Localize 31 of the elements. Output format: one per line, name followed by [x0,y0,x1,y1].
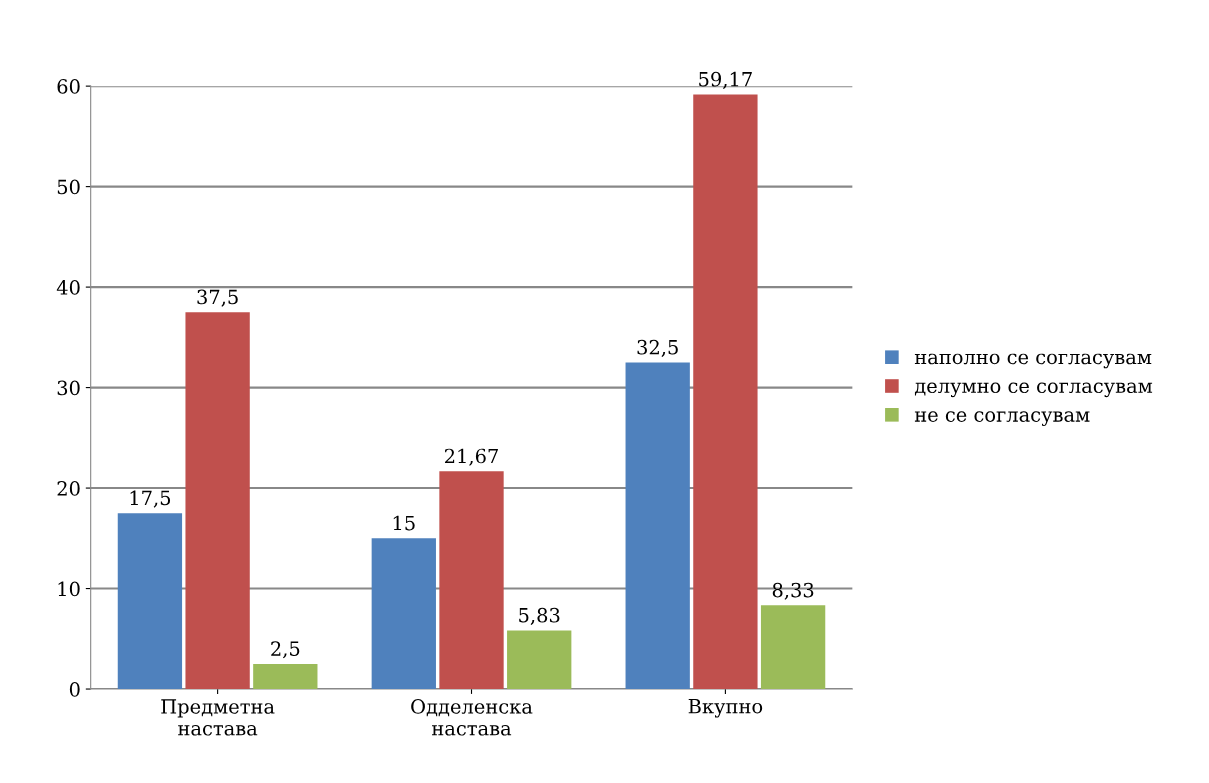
legend-label: не се согласувам [914,411,1090,426]
bar [439,471,504,690]
data-label: 5,83 [519,607,560,625]
data-label: 32,5 [637,339,678,357]
data-label: 8,33 [772,582,814,600]
bar [625,362,690,690]
y-tick-label: 40 [56,280,80,295]
x-tick-label: Одделенска настава [411,699,533,736]
data-label: 17,5 [130,490,171,508]
data-label: 15 [393,515,415,531]
y-tick-label: 50 [57,179,80,195]
bar [693,94,758,690]
bar [253,663,318,690]
data-label: 21,67 [445,448,498,466]
data-label: 37,5 [197,289,238,307]
bar [371,538,436,690]
bar [507,630,572,690]
y-tick-label: 60 [57,79,80,94]
bar [185,312,250,690]
x-tick-label: Вкупно [688,699,763,718]
y-tick-label: 10 [58,581,80,597]
y-tick-label: 0 [69,682,80,697]
legend-label: наполно се согласувам [914,353,1152,369]
data-label: 2,5 [271,641,300,659]
legend-label: делумно се согласувам [914,382,1153,398]
x-tick-label: Предметна настава [161,699,275,736]
y-tick-label: 20 [57,481,80,496]
y-tick-label: 30 [57,380,80,396]
data-label: 59,17 [699,71,752,89]
bar [760,605,826,690]
bar [117,513,183,690]
